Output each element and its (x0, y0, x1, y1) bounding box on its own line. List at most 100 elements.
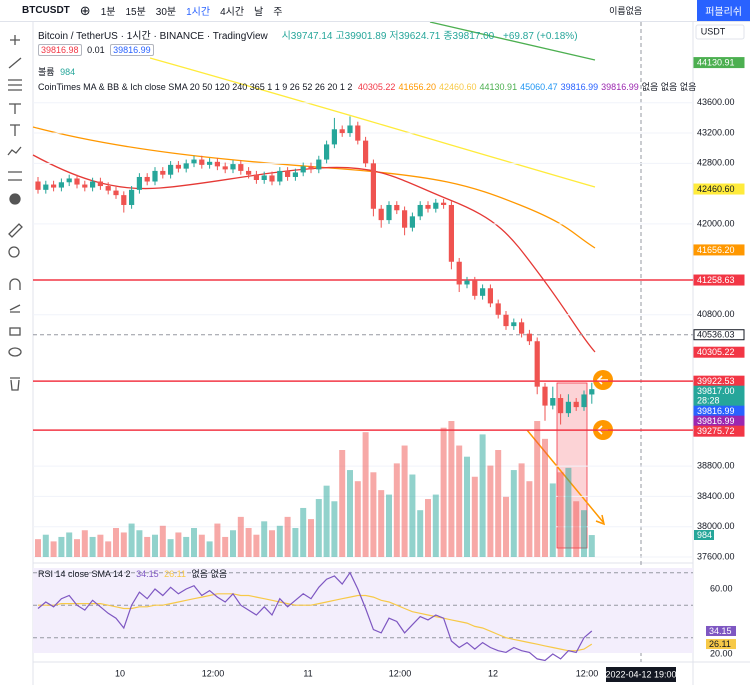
ma-yellow (149, 57, 596, 188)
candle-body (511, 322, 517, 327)
interval[interactable]: 1시간 (186, 7, 211, 18)
fib-tool[interactable] (8, 79, 22, 91)
arrow-marker-icon (596, 375, 608, 385)
volume-bar (440, 427, 447, 557)
text-tool[interactable] (10, 124, 20, 136)
currency-box[interactable] (695, 24, 745, 40)
volume-bar (503, 496, 509, 557)
price-tick-label: 43600.00 (697, 97, 735, 107)
volume-bar (331, 501, 338, 557)
candle-body (285, 170, 291, 177)
layout-name[interactable]: 이름없음 (609, 6, 643, 16)
visibility-tool[interactable] (8, 347, 22, 357)
bid[interactable]: 39816.98 (38, 44, 82, 56)
volume-bar (557, 472, 564, 557)
candle-body (324, 144, 330, 160)
rsi-sma-value: 26.11 (164, 569, 186, 579)
interval[interactable]: 15분 (125, 7, 146, 18)
candle-body (51, 184, 57, 188)
indicator-label: CoinTimes MA & BB & Ich close SMA 20 50 … (38, 82, 353, 92)
candle-body (355, 125, 361, 141)
candle-body (160, 170, 166, 175)
candle-body (370, 163, 376, 209)
price-tick-label: 40800.00 (697, 309, 735, 319)
price-tick-label: 43200.00 (697, 127, 735, 137)
volume-bar (167, 539, 174, 557)
rsi-badge (706, 625, 736, 636)
candle-body (246, 170, 252, 175)
lock-tool[interactable] (9, 327, 21, 336)
volume-bar (386, 494, 392, 557)
forecast-tool[interactable] (7, 146, 22, 156)
zoom-tool[interactable] (8, 246, 20, 258)
candle-body (238, 164, 244, 171)
price-tick-label: 38000.00 (697, 521, 735, 531)
price-tick-label: 37600.00 (697, 551, 735, 561)
back-tool[interactable] (9, 193, 21, 205)
volume-bar (518, 463, 525, 557)
trash-tool[interactable] (10, 377, 20, 391)
rsi-badge-label: 26.11 (709, 639, 731, 649)
candle-body (550, 398, 556, 406)
left-toolbar (0, 22, 33, 685)
candle-body (105, 186, 111, 191)
price-badge-label: 40305.22 (697, 347, 735, 357)
volume-bar (253, 534, 260, 557)
volume-bar (495, 450, 502, 557)
candle-body (433, 202, 439, 209)
volume-bar (448, 421, 455, 557)
interval[interactable]: 1분 (100, 7, 116, 18)
candle-body (253, 174, 259, 180)
volume-bar (323, 485, 330, 557)
volume-bar (261, 521, 268, 557)
currency[interactable]: USDT (701, 26, 726, 36)
price-badge (693, 183, 745, 195)
volume-bar (105, 541, 112, 557)
volume-bar (588, 535, 595, 557)
candle-body (191, 159, 197, 164)
interval[interactable]: 주 (273, 7, 283, 18)
interval[interactable]: 30분 (155, 7, 177, 18)
crosshair-time-badge (606, 667, 676, 682)
drawing-tools[interactable] (7, 35, 23, 391)
pattern-tool[interactable] (9, 103, 21, 114)
volume-bar (206, 541, 213, 557)
interval[interactable]: 날 (254, 7, 264, 18)
candle-body (495, 303, 501, 315)
candle-body (74, 178, 80, 185)
indicator-value: 39816.99 (601, 82, 639, 92)
interval[interactable]: 4시간 (220, 7, 245, 18)
ask[interactable]: 39816.99 (110, 44, 154, 56)
top-toolbar: BTCUSDT ⊕ 1분 15분 30분 1시간 4시간 날 주 이름없음 퍼블리쉬 (0, 0, 750, 22)
ruler-tool[interactable] (8, 223, 23, 238)
candle-body (448, 204, 454, 262)
candle-body (183, 163, 189, 169)
legend-ohlc: 시39747.14 고39901.89 저39624.71 종39817.00 (282, 31, 498, 42)
magnet-tool[interactable] (9, 278, 21, 290)
lock-drawing-tool[interactable] (9, 304, 21, 313)
shape-tool[interactable] (8, 171, 22, 181)
candle-body (136, 176, 142, 190)
time-label: 12:00 (576, 668, 599, 678)
trendline-tool[interactable] (8, 57, 22, 69)
add-symbol[interactable]: ⊕ (79, 2, 91, 18)
price-badge-label: 41656.20 (697, 245, 735, 255)
price-tick-label: 38800.00 (697, 461, 735, 471)
volume-bar (159, 525, 166, 557)
volume-value: 984 (60, 67, 76, 77)
candle-body (441, 202, 447, 205)
price-badge-sublabel: 28:28 (697, 396, 720, 406)
volume-bar (315, 499, 322, 557)
volume-bar (230, 530, 236, 557)
crosshair-tool[interactable] (10, 35, 20, 45)
rsi-none: 없음 없음 (191, 569, 228, 579)
symbol[interactable]: BTCUSDT (22, 5, 70, 16)
volume-bar (144, 536, 151, 557)
candle-body (565, 401, 571, 414)
publish-button[interactable]: 퍼블리쉬 (697, 0, 750, 21)
rsi-line (37, 571, 593, 662)
volume-bar (308, 519, 314, 557)
volume-bar (347, 470, 353, 557)
volume-bar (464, 456, 470, 557)
candle-body (66, 178, 72, 183)
